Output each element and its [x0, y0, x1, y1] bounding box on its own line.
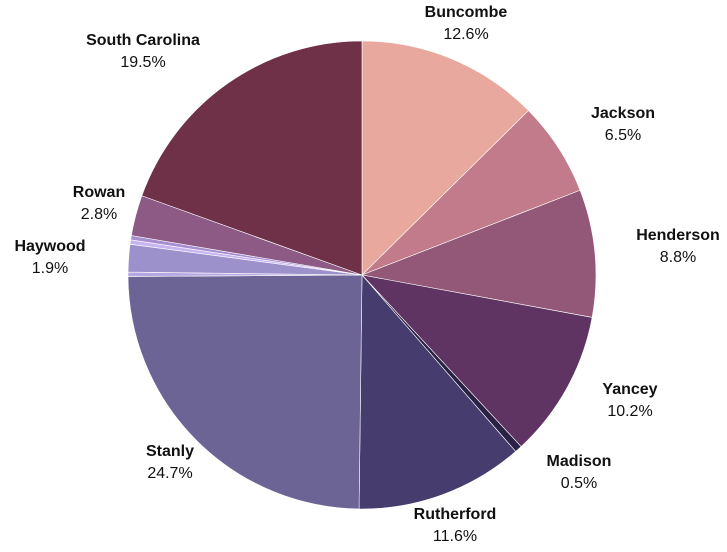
slice-value-madison: 0.5% — [561, 475, 597, 492]
slice-label-stanly: Stanly — [146, 443, 194, 460]
slice-label-south-carolina: South Carolina — [86, 32, 200, 49]
pie-slice-south-carolina — [141, 40, 363, 276]
slice-value-rutherford: 11.6% — [433, 528, 477, 545]
slice-label-madison: Madison — [547, 453, 612, 470]
slice-label-yancey: Yancey — [602, 381, 657, 398]
pie-slices — [127, 40, 597, 510]
slice-labels: Buncombe 12.6% Jackson 6.5% Henderson 8.8% Yan… — [14, 4, 719, 545]
slice-label-henderson: Henderson — [636, 227, 720, 244]
slice-value-henderson: 8.8% — [660, 249, 696, 266]
slice-value-rowan: 2.8% — [81, 206, 117, 223]
slice-value-jackson: 6.5% — [605, 127, 641, 144]
pie-slice-yancey — [361, 274, 593, 448]
slice-label-buncombe: Buncombe — [425, 4, 508, 21]
slice-label-jackson: Jackson — [591, 105, 655, 122]
slice-value-stanly: 24.7% — [147, 465, 192, 482]
pie-slice-rutherford — [358, 274, 517, 510]
slice-label-rowan: Rowan — [73, 184, 125, 201]
slice-value-buncombe: 12.6% — [443, 26, 488, 43]
slice-value-haywood: 1.9% — [32, 260, 68, 277]
slice-value-south-carolina: 19.5% — [120, 54, 165, 71]
pie-slice-buncombe — [361, 40, 529, 276]
pie-slice-stanly — [127, 274, 363, 510]
slice-value-yancey: 10.2% — [607, 403, 652, 420]
slice-label-rutherford: Rutherford — [414, 506, 497, 523]
slice-label-haywood: Haywood — [14, 238, 85, 255]
